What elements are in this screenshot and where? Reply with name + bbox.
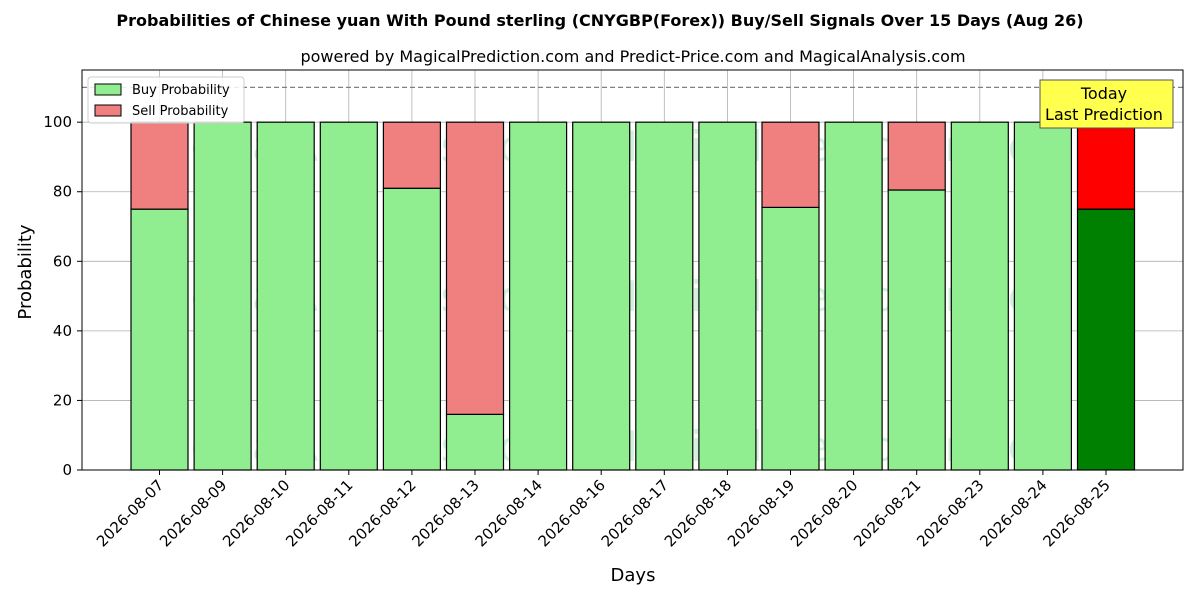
buy-bar (382, 187, 441, 471)
x-tick-label: 2026-08-13 (408, 476, 482, 550)
buy-bar (509, 121, 568, 471)
buy-bar (698, 121, 757, 471)
legend-box (87, 76, 245, 124)
annotation-line-today: Today (1080, 84, 1127, 103)
sell-bar (1076, 121, 1136, 210)
y-tick-label: 100 (43, 113, 72, 131)
legend-swatch-buy (94, 83, 122, 96)
buy-bar (887, 189, 946, 471)
y-axis-label: Probability (15, 224, 36, 319)
x-tick-label: 2026-08-07 (93, 476, 167, 550)
buy-bar (761, 206, 820, 471)
buy-bar (130, 208, 189, 471)
x-tick-label: 2026-08-19 (724, 476, 798, 550)
buy-bar (572, 121, 631, 471)
y-tick-label: 0 (62, 461, 72, 479)
x-tick-label: 2026-08-11 (282, 476, 356, 550)
x-tick-label: 2026-08-10 (219, 476, 293, 550)
x-axis-label: Days (611, 565, 656, 586)
x-tick-label: 2026-08-16 (535, 476, 609, 550)
x-tick-label: 2026-08-12 (345, 476, 419, 550)
plot-frame (81, 69, 1184, 471)
sell-bar (887, 121, 946, 191)
y-tick-label: 40 (53, 322, 72, 340)
y-tick-label: 20 (53, 391, 72, 409)
legend-label-buy: Buy Probability (132, 83, 230, 98)
buy-bar (635, 121, 694, 471)
buy-bar (256, 121, 315, 471)
legend-label-sell: Sell Probability (132, 104, 229, 119)
x-tick-label: 2026-08-20 (787, 476, 861, 550)
buy-bar (950, 121, 1009, 471)
buy-bar (319, 121, 378, 471)
x-tick-label: 2026-08-25 (1039, 476, 1113, 550)
buy-bar (1013, 121, 1073, 471)
buy-bar (1076, 208, 1136, 471)
sell-bar (130, 121, 189, 210)
x-tick-label: 2026-08-23 (913, 476, 987, 550)
x-tick-label: 2026-08-21 (850, 476, 924, 550)
buy-bar (824, 121, 883, 471)
sell-bar (445, 121, 505, 415)
y-tick-label: 60 (53, 252, 72, 270)
annotation-box (1039, 79, 1174, 129)
x-tick-label: 2026-08-09 (156, 476, 230, 550)
x-tick-label: 2026-08-18 (661, 476, 735, 550)
buy-bar (445, 413, 505, 471)
y-tick-label: 80 (53, 183, 72, 201)
sell-bar (761, 121, 820, 208)
chart-subtitle: powered by MagicalPrediction.com and Pre… (300, 47, 965, 66)
x-tick-label: 2026-08-24 (976, 476, 1050, 550)
sell-bar (382, 121, 441, 189)
x-tick-label: 2026-08-14 (472, 476, 546, 550)
chart-title: Probabilities of Chinese yuan With Pound… (116, 11, 1083, 30)
legend-swatch-sell (94, 104, 122, 117)
x-tick-label: 2026-08-17 (598, 476, 672, 550)
annotation-line-last-prediction: Last Prediction (1045, 105, 1163, 124)
buy-bar (193, 121, 252, 471)
plot-area: MagicalAnalysis.comMagicalPrediction.com… (43, 69, 1184, 550)
